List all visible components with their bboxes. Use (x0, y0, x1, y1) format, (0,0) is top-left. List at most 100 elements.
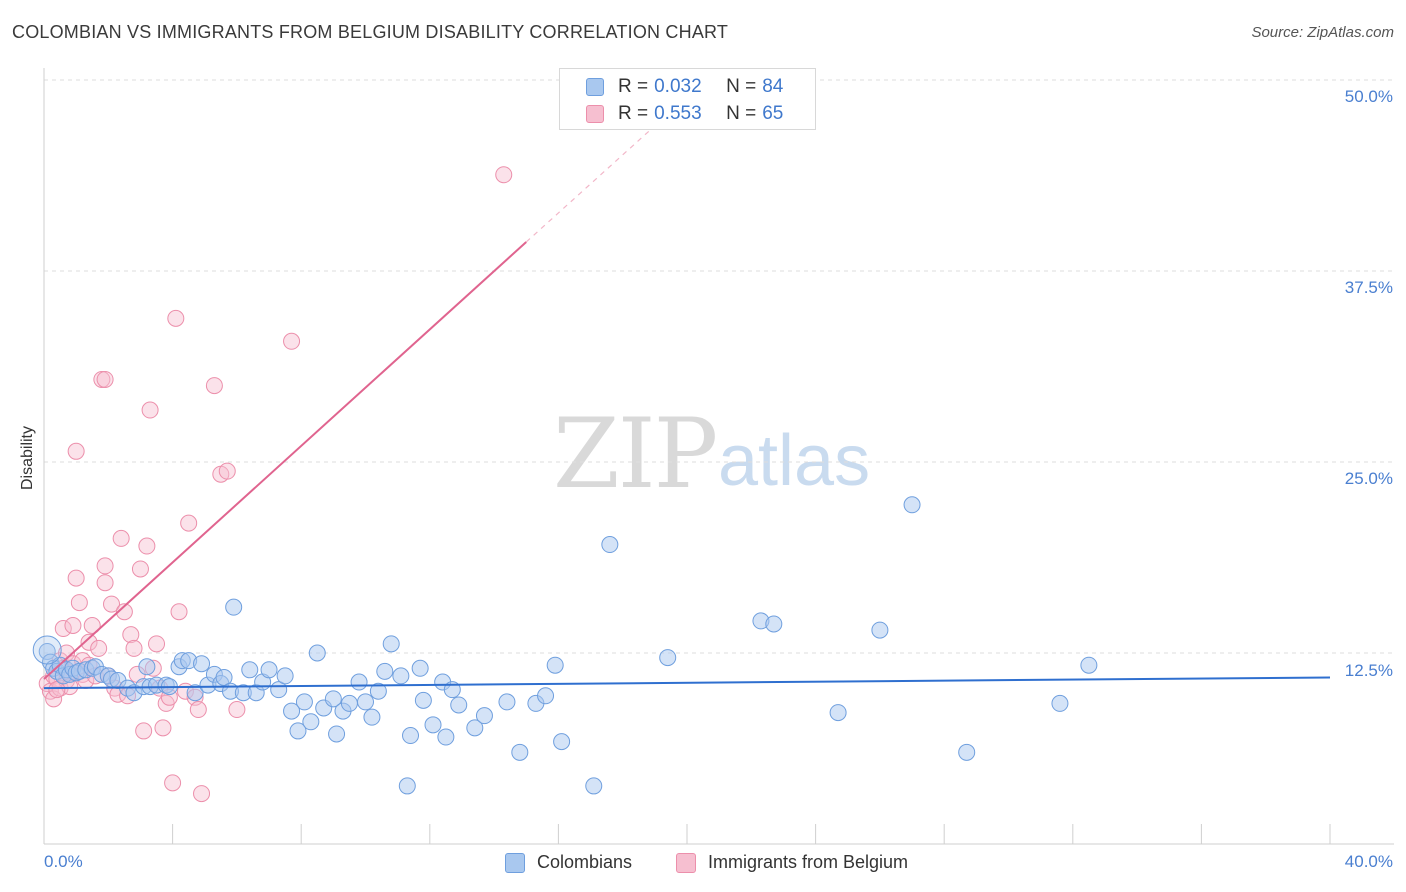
colombian-point (475, 707, 493, 725)
belgium-point (148, 635, 166, 653)
belgium-point (67, 442, 85, 460)
colombian-point (138, 658, 156, 676)
colombian-point (357, 693, 374, 711)
colombian-point (1051, 694, 1069, 712)
colombian-point (414, 691, 432, 709)
belgium-point (164, 774, 182, 792)
belgium-point (67, 569, 85, 587)
colombian-point (659, 649, 677, 667)
belgium-point (138, 537, 156, 555)
colombian-point (186, 684, 204, 702)
y-tick-label: 37.5% (1344, 278, 1393, 297)
y-tick-label: 25.0% (1344, 469, 1393, 488)
colombian-point (498, 693, 516, 711)
blue-swatch (586, 78, 604, 96)
belgium-point (228, 701, 246, 719)
r-label: R = (618, 103, 649, 124)
colombian-point (308, 644, 326, 662)
colombian-point (193, 655, 211, 673)
pink-swatch (676, 852, 696, 873)
n-label: N = (726, 76, 757, 97)
belgium-point (70, 594, 88, 612)
gridlines (44, 79, 1394, 654)
trend-lines (43, 125, 1331, 690)
y-tick-label: 50.0% (1344, 87, 1393, 106)
colombian-point (225, 598, 243, 616)
source-label: Source: ZipAtlas.com (1251, 24, 1394, 41)
belgium-point (54, 620, 72, 638)
colombian-point (424, 716, 442, 734)
r-value: 0.032 (654, 76, 702, 97)
legend-item-colombians[interactable]: Colombians (505, 852, 632, 873)
belgium-point (170, 603, 188, 621)
watermark-atlas: atlas (718, 421, 871, 501)
y-tick-label: 12.5% (1344, 661, 1393, 680)
colombian-point (324, 690, 342, 708)
colombian-point (398, 777, 416, 795)
colombian-point (350, 673, 368, 691)
colombian-point (340, 694, 358, 712)
colombian-point (601, 536, 619, 554)
y-axis-label: Disability (19, 425, 36, 491)
colombian-points (32, 496, 1098, 795)
watermark-zip: ZIP (553, 398, 718, 510)
belgium-point (45, 690, 63, 708)
belgium-point (205, 377, 223, 395)
colombian-point (537, 687, 555, 705)
belgium-point (167, 309, 185, 327)
legend-item-belgium[interactable]: Immigrants from Belgium (676, 852, 908, 873)
colombian-point (511, 743, 529, 761)
belgium-point (193, 785, 211, 803)
colombian-point (411, 659, 429, 677)
belgium-point (80, 633, 98, 651)
colombian-point (1080, 656, 1098, 674)
series-legend: Colombians Immigrants from Belgium (0, 852, 1406, 876)
n-label: N = (726, 103, 757, 124)
belgium-point (131, 560, 149, 578)
belgium-point (96, 557, 114, 575)
colombian-point (260, 661, 278, 679)
belgium-point (125, 639, 143, 657)
legend-row-belgium: R = 0.553 N = 65 (586, 102, 783, 126)
belgium-point (495, 166, 513, 184)
colombian-point (241, 661, 259, 679)
belgium-point (64, 616, 82, 634)
belgium-trend-line (43, 241, 527, 680)
chart-title: COLOMBIAN VS IMMIGRANTS FROM BELGIUM DIS… (12, 22, 729, 42)
colombian-point (437, 728, 455, 746)
colombian-point (376, 662, 394, 680)
belgium-points (38, 166, 513, 803)
n-value: 65 (762, 103, 784, 124)
blue-swatch (505, 852, 525, 873)
stats-legend: R = 0.032 N = 84 R = 0.553 N = 65 (559, 68, 816, 130)
r-label: R = (618, 76, 649, 97)
colombian-point (585, 777, 603, 795)
belgium-point (83, 616, 101, 634)
axes (43, 68, 1394, 845)
colombian-point (871, 621, 889, 639)
colombian-point (903, 496, 921, 514)
colombian-point-cluster (32, 635, 62, 665)
pink-swatch (586, 105, 604, 123)
colombian-point (958, 743, 976, 761)
r-value: 0.553 (654, 103, 702, 124)
n-value: 84 (762, 76, 784, 97)
belgium-point (141, 401, 159, 419)
belgium-point (154, 719, 172, 737)
colombian-point (363, 708, 381, 726)
colombian-point (215, 668, 233, 686)
colombian-point (466, 719, 484, 737)
colombian-point (382, 635, 400, 653)
belgium-point (135, 722, 153, 740)
belgium-point (189, 701, 207, 719)
belgium-point (122, 626, 140, 644)
belgium-point (96, 574, 114, 592)
belgium-point (103, 595, 121, 613)
colombian-point (302, 713, 320, 731)
legend-label: Immigrants from Belgium (708, 852, 909, 872)
colombian-point (328, 725, 346, 743)
colombian-trend-line (43, 676, 1331, 690)
colombian-point (276, 667, 294, 685)
legend-row-colombians: R = 0.032 N = 84 (586, 75, 783, 99)
